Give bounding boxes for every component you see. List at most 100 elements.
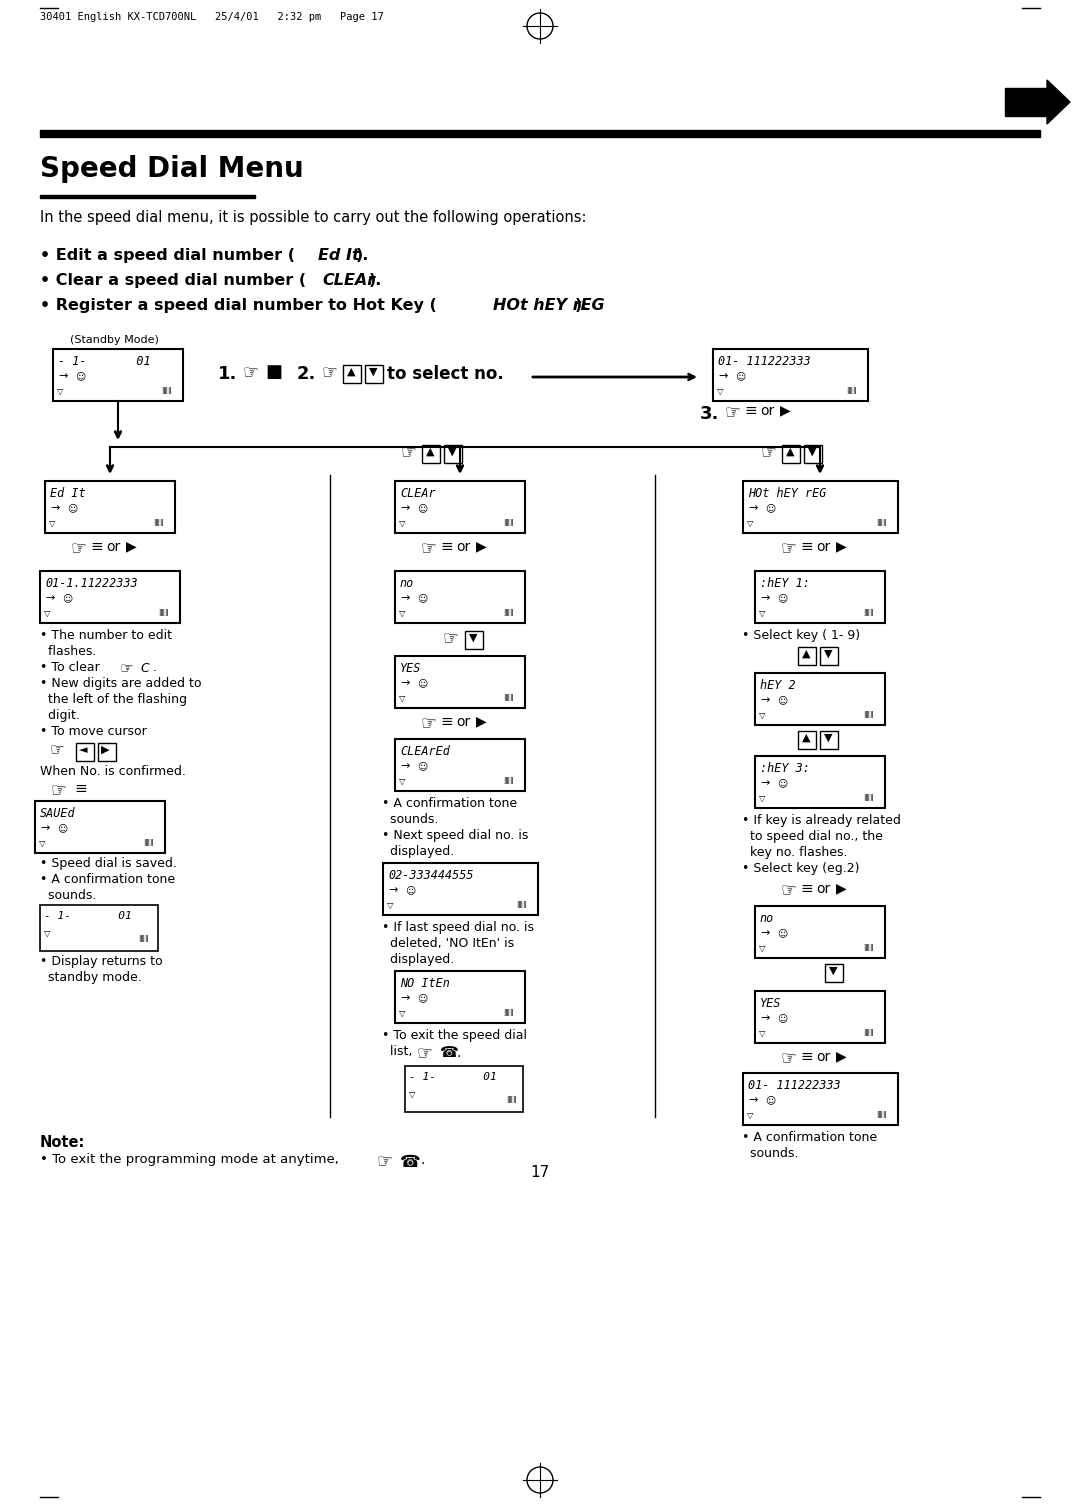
Text: to speed dial no., the: to speed dial no., the <box>742 830 882 844</box>
Bar <box>395 481 525 533</box>
Text: ▶: ▶ <box>476 714 487 727</box>
Text: 01- 111222333: 01- 111222333 <box>718 355 811 368</box>
Text: →: → <box>748 502 757 513</box>
Bar <box>395 739 525 791</box>
Text: ▽: ▽ <box>399 610 405 619</box>
Text: or: or <box>106 540 120 554</box>
Text: ☞: ☞ <box>242 364 258 380</box>
Text: ‖‖‖: ‖‖‖ <box>503 610 513 616</box>
Text: ‖‖‖: ‖‖‖ <box>846 386 856 394</box>
Text: ☺: ☺ <box>765 502 775 513</box>
Bar <box>713 349 868 401</box>
Text: ▽: ▽ <box>399 1010 405 1019</box>
Text: • To exit the programming mode at anytime,: • To exit the programming mode at anytim… <box>40 1153 339 1166</box>
Text: • Clear a speed dial number (: • Clear a speed dial number ( <box>40 273 306 288</box>
Bar <box>383 863 538 914</box>
Text: ≡: ≡ <box>75 782 86 797</box>
Text: ▽: ▽ <box>759 610 766 619</box>
Text: no: no <box>400 576 415 590</box>
Text: ).: ). <box>356 247 369 263</box>
Bar <box>755 673 885 724</box>
Bar <box>395 656 525 708</box>
Text: ‖‖‖: ‖‖‖ <box>138 936 149 942</box>
Text: →: → <box>400 761 409 771</box>
Text: C: C <box>140 662 149 675</box>
Text: ▽: ▽ <box>39 839 45 848</box>
Text: ▶: ▶ <box>836 539 847 552</box>
Bar <box>755 991 885 1043</box>
Text: ‖‖‖: ‖‖‖ <box>863 610 874 616</box>
Text: ☎: ☎ <box>440 1046 459 1059</box>
Bar <box>798 647 816 665</box>
Text: ‖‖‖: ‖‖‖ <box>503 694 513 702</box>
Bar <box>76 742 94 761</box>
Text: deleted, 'NO ItEn' is: deleted, 'NO ItEn' is <box>382 937 514 951</box>
Bar <box>820 647 838 665</box>
Text: • To move cursor: • To move cursor <box>40 724 147 738</box>
Text: • Select key (eg.2): • Select key (eg.2) <box>742 862 860 875</box>
Text: ▽: ▽ <box>717 386 724 395</box>
Text: 30401 English KX-TCD700NL   25/4/01   2:32 pm   Page 17: 30401 English KX-TCD700NL 25/4/01 2:32 p… <box>40 12 383 23</box>
Text: ☞: ☞ <box>416 1044 432 1062</box>
Text: no: no <box>760 911 774 925</box>
Bar <box>35 801 165 853</box>
Text: or: or <box>816 1050 831 1064</box>
Text: ‖‖‖: ‖‖‖ <box>876 1111 887 1118</box>
Text: ‖‖‖: ‖‖‖ <box>143 839 153 847</box>
Text: HOt hEY rEG: HOt hEY rEG <box>492 297 605 312</box>
Text: ≡: ≡ <box>800 539 813 554</box>
Bar <box>820 730 838 748</box>
Text: ☺: ☺ <box>417 593 427 604</box>
Text: Note:: Note: <box>40 1135 85 1150</box>
Text: • Next speed dial no. is: • Next speed dial no. is <box>382 828 528 842</box>
Text: ▽: ▽ <box>747 519 754 528</box>
Text: ☞: ☞ <box>321 364 337 380</box>
Text: :hEY 1:: :hEY 1: <box>760 576 810 590</box>
Text: ☞: ☞ <box>780 881 796 899</box>
Bar <box>365 365 383 383</box>
Text: ☺: ☺ <box>62 593 72 604</box>
Text: ▽: ▽ <box>44 610 51 619</box>
Text: sounds.: sounds. <box>742 1147 798 1160</box>
Text: ▽: ▽ <box>57 386 64 395</box>
Text: displayed.: displayed. <box>382 845 455 859</box>
Text: ☎: ☎ <box>400 1153 421 1171</box>
Text: 01-1.11222333: 01-1.11222333 <box>45 576 137 590</box>
Text: ☞: ☞ <box>780 1049 796 1067</box>
Text: ☺: ☺ <box>765 1096 775 1105</box>
Text: ‖‖‖: ‖‖‖ <box>161 386 172 394</box>
Text: CLEAr: CLEAr <box>400 487 435 499</box>
Bar <box>743 1073 897 1126</box>
Text: ▶: ▶ <box>126 539 137 552</box>
Bar <box>98 742 116 761</box>
Text: or: or <box>760 404 774 418</box>
Text: • New digits are added to: • New digits are added to <box>40 678 202 690</box>
Text: CLEAr: CLEAr <box>322 273 375 288</box>
Text: ☺: ☺ <box>777 779 787 788</box>
Text: ☺: ☺ <box>417 678 427 688</box>
Text: ◄: ◄ <box>79 745 87 754</box>
Text: Ed It: Ed It <box>50 487 85 499</box>
Text: ▲: ▲ <box>802 649 810 659</box>
Text: - 1-       01: - 1- 01 <box>44 911 132 920</box>
Text: →: → <box>760 696 769 705</box>
Text: • A confirmation tone: • A confirmation tone <box>382 797 517 810</box>
Text: ☺: ☺ <box>57 822 67 833</box>
Text: ‖‖‖: ‖‖‖ <box>876 519 887 527</box>
Text: ▲: ▲ <box>802 733 810 742</box>
Text: ▲: ▲ <box>786 447 795 457</box>
Text: When No. is confirmed.: When No. is confirmed. <box>40 765 186 779</box>
Text: ‖‖‖: ‖‖‖ <box>158 610 168 616</box>
Bar <box>755 570 885 623</box>
Text: flashes.: flashes. <box>40 644 96 658</box>
Text: 02-333444555: 02-333444555 <box>388 869 473 881</box>
Text: ☞: ☞ <box>420 539 436 557</box>
Text: ☺: ☺ <box>67 502 77 513</box>
Text: ☺: ☺ <box>417 761 427 771</box>
Text: ▼: ▼ <box>824 733 833 742</box>
Bar <box>40 570 180 623</box>
Bar <box>395 570 525 623</box>
Text: →: → <box>748 1096 757 1105</box>
Text: ▽: ▽ <box>759 794 766 803</box>
Text: • To exit the speed dial: • To exit the speed dial <box>382 1029 527 1043</box>
